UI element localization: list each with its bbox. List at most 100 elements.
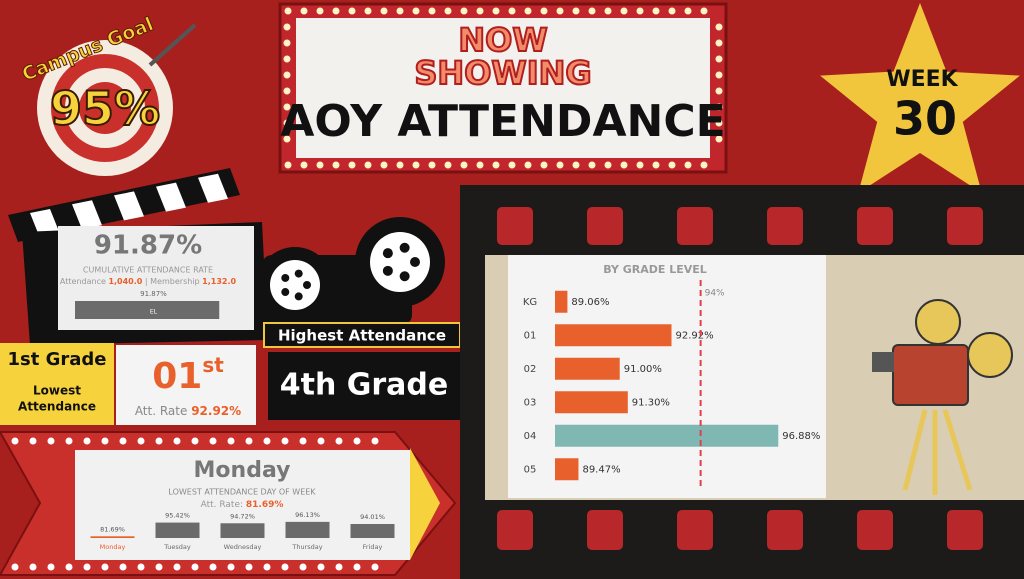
bulb (620, 161, 628, 169)
bulb (428, 161, 436, 169)
bulb (65, 563, 73, 571)
bulb (137, 563, 145, 571)
separator: | (145, 277, 148, 286)
sprocket (497, 207, 533, 245)
bulb (540, 7, 548, 15)
rank: 01st (152, 353, 224, 398)
camera-lens (872, 352, 894, 372)
value-label: 94.72% (230, 512, 255, 520)
attendance-value: 1,040.0 (108, 277, 142, 286)
bulb (300, 7, 308, 15)
bar (555, 391, 628, 414)
bulb (652, 161, 660, 169)
week-number: 30 (893, 92, 957, 146)
bulb (332, 161, 340, 169)
bulb (245, 437, 253, 445)
bulb (524, 161, 532, 169)
bulb (444, 7, 452, 15)
day-panel (75, 450, 410, 560)
membership-label: Membership (150, 277, 199, 286)
camera-reel (967, 332, 1013, 378)
bulb (572, 161, 580, 169)
tripod-leg (902, 409, 928, 491)
bulb (263, 437, 271, 445)
attendance-label: Attendance (60, 277, 106, 286)
bulb (412, 7, 420, 15)
bulb (476, 7, 484, 15)
bulb (191, 437, 199, 445)
bulb (317, 437, 325, 445)
reel-hole (281, 273, 290, 282)
bulb (476, 161, 484, 169)
reel-face (270, 260, 320, 310)
bulb (317, 563, 325, 571)
bulb (283, 119, 291, 127)
sprocket (587, 207, 623, 245)
bulb (556, 161, 564, 169)
bulb (668, 161, 676, 169)
rank-rate: Att. Rate 92.92% (135, 404, 241, 418)
bulb (101, 563, 109, 571)
category-label: EL (150, 309, 158, 316)
bulb (371, 563, 379, 571)
bulb (47, 437, 55, 445)
bulb (283, 23, 291, 31)
target-ring (79, 82, 131, 134)
bulb (227, 437, 235, 445)
attendance-line: Attendance 1,040.0 | Membership 1,132.0 (60, 277, 237, 286)
bulb (65, 437, 73, 445)
bulb (29, 437, 37, 445)
bulb (316, 161, 324, 169)
category-label: 01 (524, 330, 537, 341)
reel-hole (399, 242, 410, 253)
bulb (300, 161, 308, 169)
bulb (380, 7, 388, 15)
bulb (684, 161, 692, 169)
arrow-tip (410, 448, 440, 560)
bulb (428, 7, 436, 15)
bulb (620, 7, 628, 15)
bulb (572, 7, 580, 15)
bulb (396, 161, 404, 169)
category-label: 04 (524, 431, 537, 442)
bulb (524, 7, 532, 15)
bulb (380, 161, 388, 169)
value-label: 81.69% (100, 525, 125, 533)
reel-hole (410, 257, 420, 267)
bulb (371, 437, 379, 445)
highest-label: Highest Attendance (278, 327, 446, 345)
category-label: Thursday (291, 543, 322, 551)
sprocket (947, 510, 983, 550)
category-label: 02 (524, 364, 537, 375)
bulb (604, 161, 612, 169)
rate-label: Att. Rate (135, 404, 188, 418)
bulb (348, 161, 356, 169)
reel-hole (294, 269, 303, 278)
bulb (364, 7, 372, 15)
bulb (588, 161, 596, 169)
bar (285, 521, 330, 538)
category-label: Friday (363, 543, 383, 551)
reel-hole (382, 265, 393, 276)
bulb (636, 7, 644, 15)
rate-label: Att. Rate: (201, 500, 243, 510)
sprocket (497, 510, 533, 550)
bulb (715, 135, 723, 143)
bulb (715, 71, 723, 79)
bulb (284, 161, 292, 169)
bulb (299, 563, 307, 571)
bulb (556, 7, 564, 15)
sprocket (677, 207, 713, 245)
bulb (283, 135, 291, 143)
bulb (492, 161, 500, 169)
reel-face (370, 232, 430, 292)
bulb (83, 437, 91, 445)
bulb (636, 161, 644, 169)
bulb (284, 7, 292, 15)
bulb (508, 161, 516, 169)
stripe (72, 200, 102, 230)
bulb (715, 23, 723, 31)
bulb (353, 563, 361, 571)
sprocket (857, 510, 893, 550)
